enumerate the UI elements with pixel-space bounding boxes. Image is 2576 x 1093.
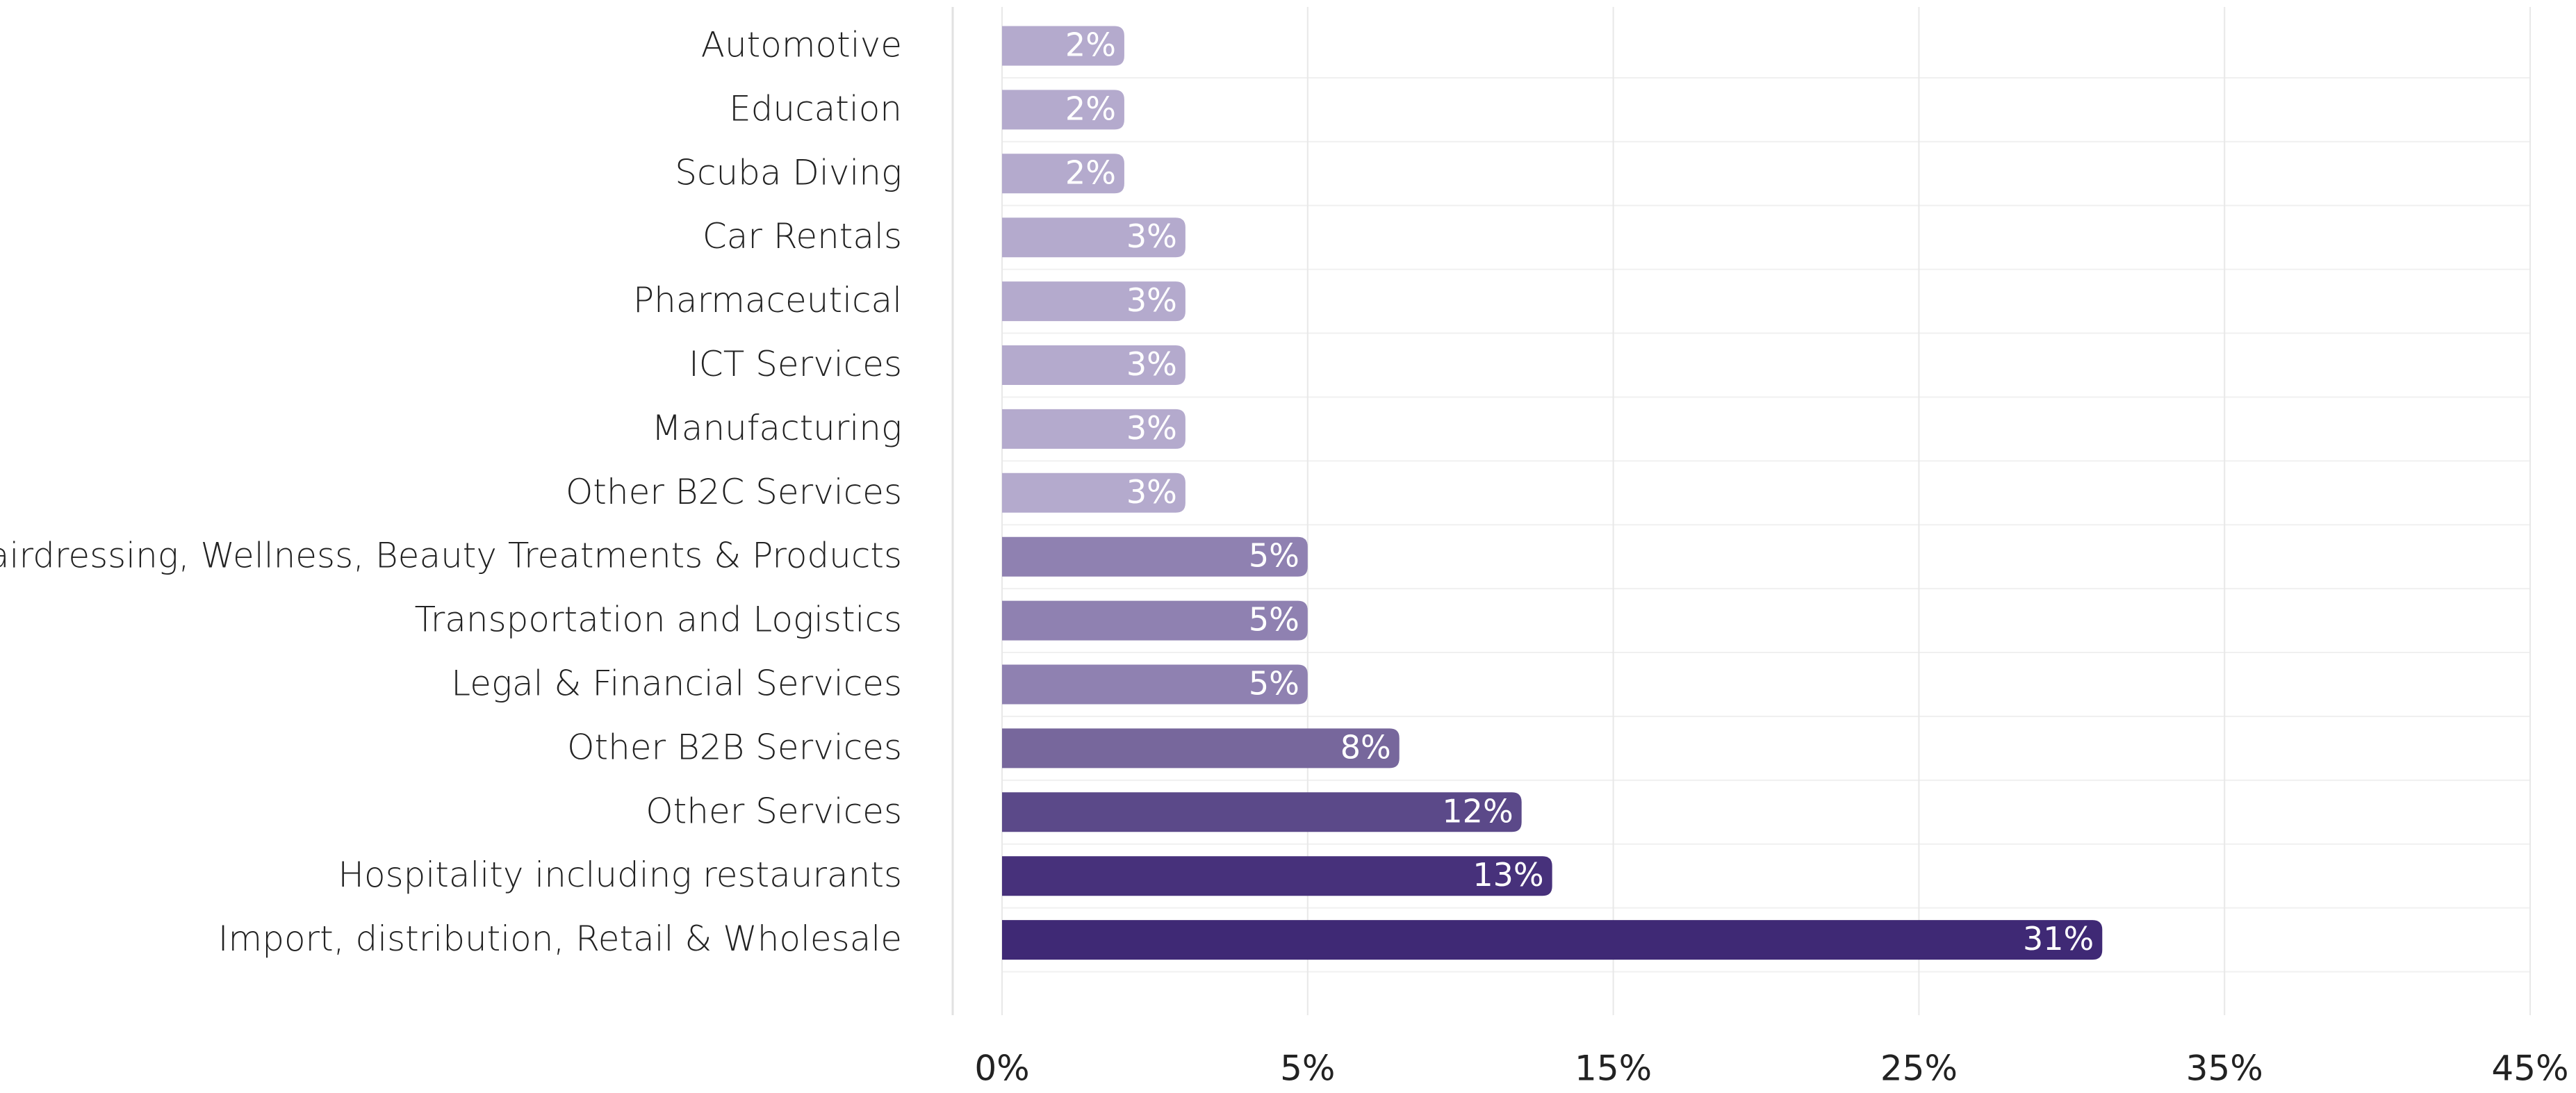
bar xyxy=(1002,792,1522,832)
bar xyxy=(1002,409,1186,449)
y-tick-label: Transportation and Logistics xyxy=(415,600,902,640)
bar xyxy=(1002,536,1308,577)
y-tick-label: Car Rentals xyxy=(703,216,902,256)
bar xyxy=(1002,217,1186,258)
bar xyxy=(1002,345,1186,385)
y-tick-label: Hairdressing, Wellness, Beauty Treatment… xyxy=(0,536,902,576)
x-tick-label: 5% xyxy=(1280,1049,1335,1089)
bar xyxy=(1002,472,1186,513)
y-tick-label: Hospitality including restaurants xyxy=(338,855,902,895)
value-label: 31% xyxy=(2023,920,2094,958)
y-tick-label: Automotive xyxy=(701,25,902,65)
value-label: 3% xyxy=(1126,217,1177,255)
value-label: 8% xyxy=(1340,728,1391,766)
value-label: 2% xyxy=(1065,154,1116,191)
y-tick-label: Other B2B Services xyxy=(567,727,902,767)
bar xyxy=(1002,281,1186,322)
y-tick-label: Pharmaceutical xyxy=(633,280,902,320)
y-tick-label: Other B2C Services xyxy=(566,472,902,512)
value-label: 3% xyxy=(1126,281,1177,319)
y-tick-label: Other Services xyxy=(646,791,902,831)
x-tick-label: 0% xyxy=(974,1049,1029,1089)
value-label: 3% xyxy=(1126,345,1177,383)
y-tick-label: Legal & Financial Services xyxy=(451,664,902,704)
value-label: 5% xyxy=(1249,537,1299,575)
value-label: 3% xyxy=(1126,473,1177,511)
x-tick-label: 35% xyxy=(2186,1049,2263,1089)
value-label: 5% xyxy=(1249,665,1299,702)
value-label: 13% xyxy=(1472,856,1543,894)
bar xyxy=(1002,154,1124,194)
bar xyxy=(1002,728,1400,769)
bar xyxy=(1002,664,1308,705)
y-tick-label: Education xyxy=(729,88,902,129)
y-tick-label: Scuba Diving xyxy=(675,152,902,192)
x-tick-label: 45% xyxy=(2491,1049,2568,1089)
x-tick-label: 15% xyxy=(1575,1049,1652,1089)
y-tick-label: Manufacturing xyxy=(652,408,902,448)
value-label: 2% xyxy=(1065,90,1116,127)
value-label: 5% xyxy=(1249,601,1299,639)
bar xyxy=(1002,26,1124,66)
x-tick-label: 25% xyxy=(1880,1049,1958,1089)
bar xyxy=(1002,600,1308,641)
y-tick-label: ICT Services xyxy=(689,344,902,384)
value-label: 12% xyxy=(1442,792,1513,830)
bar xyxy=(1002,920,2103,960)
value-label: 3% xyxy=(1126,409,1177,447)
value-label: 2% xyxy=(1065,26,1116,64)
bar xyxy=(1002,90,1124,130)
bar xyxy=(1002,856,1552,896)
y-tick-label: Import, distribution, Retail & Wholesale xyxy=(218,919,902,959)
